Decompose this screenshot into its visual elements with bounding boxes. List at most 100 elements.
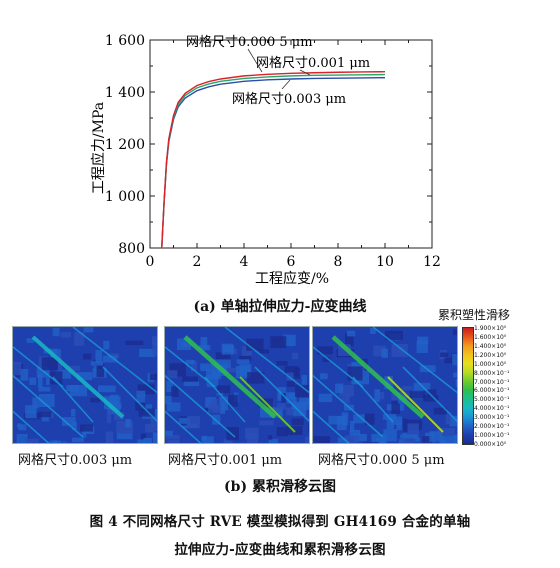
colorbar-title: 累积塑性滑移 xyxy=(438,308,511,322)
grain-patch xyxy=(337,437,348,443)
slip-band xyxy=(31,335,125,419)
grain-patch xyxy=(417,336,429,345)
grain-patch xyxy=(206,374,219,388)
x-tick-label: 6 xyxy=(287,254,296,270)
slip-band xyxy=(402,366,457,423)
grain-patch xyxy=(83,327,94,333)
grain-patch xyxy=(276,361,288,366)
grain-patch xyxy=(283,334,296,347)
grain-patch xyxy=(69,384,88,397)
grain-patch xyxy=(364,413,375,425)
grain-patch xyxy=(369,328,376,335)
slip-band xyxy=(52,376,94,423)
annotation-mesh-001: 网格尺寸0.001 μm xyxy=(256,55,370,71)
slip-band xyxy=(13,374,84,438)
x-tick-label: 0 xyxy=(146,254,155,270)
grain-patch xyxy=(16,434,28,443)
grain-patch xyxy=(299,396,309,406)
grain-patch xyxy=(383,429,397,442)
colorbar-tick-label: 7.000×10⁻¹ xyxy=(474,378,510,386)
grain-patch xyxy=(103,340,110,350)
grain-patch xyxy=(167,439,180,443)
y-axis-label: 工程应力/MPa xyxy=(90,102,107,194)
contour-map-001 xyxy=(165,327,309,443)
grain-patch xyxy=(384,376,394,389)
y-tick-label: 800 xyxy=(118,241,145,257)
grain-patch xyxy=(452,329,457,336)
grain-patch xyxy=(13,362,22,376)
grain-patch xyxy=(65,365,80,371)
grain-patch xyxy=(150,418,157,431)
grain-patch xyxy=(378,391,385,400)
leader-line-001 xyxy=(299,69,311,76)
grain-patch xyxy=(167,370,178,379)
slip-band xyxy=(224,327,309,394)
grain-patch xyxy=(81,430,87,438)
grain-patch xyxy=(374,389,380,402)
slip-band-peak xyxy=(387,376,444,433)
grain-patch xyxy=(137,439,146,443)
grain-patch xyxy=(93,365,99,371)
grain-patch xyxy=(125,340,144,346)
grain-patch xyxy=(439,435,457,443)
slip-band xyxy=(313,346,364,388)
grain-patch xyxy=(219,396,229,411)
grain-patch xyxy=(20,369,29,381)
grain-patch xyxy=(376,438,385,443)
grain-patch xyxy=(205,397,216,408)
grain-patch xyxy=(318,393,333,403)
grain-patch xyxy=(449,415,457,427)
subcaption-b: (b) 累积滑移云图 xyxy=(224,479,336,495)
grain-patch xyxy=(136,390,146,403)
grain-patch xyxy=(286,380,295,387)
grain-patch xyxy=(396,422,402,431)
colorbar-tick-label: 4.000×10⁻¹ xyxy=(474,405,510,413)
grain-patch xyxy=(281,392,286,403)
grain-patch xyxy=(345,394,350,404)
grain-patch xyxy=(171,386,179,397)
colorbar-tick-label: 1.600×10⁰ xyxy=(474,333,507,341)
grain-patch xyxy=(455,379,457,387)
x-tick-label: 4 xyxy=(240,254,249,270)
grain-patch xyxy=(50,349,61,359)
grain-patch xyxy=(453,372,457,378)
grain-patch xyxy=(427,389,437,397)
grain-patch xyxy=(38,411,52,418)
grain-patch xyxy=(151,336,157,345)
contour-panel-0003 xyxy=(12,326,158,444)
grain-patch xyxy=(38,394,55,408)
grain-patch xyxy=(138,408,155,417)
grain-patch xyxy=(116,433,133,440)
grain-patch xyxy=(386,417,394,429)
y-tick-label: 1 600 xyxy=(105,33,145,49)
colorbar-tick-label: 1.400×10⁰ xyxy=(474,342,507,350)
grain-patch xyxy=(176,338,191,351)
grain-patch xyxy=(246,338,264,351)
grain-patch xyxy=(166,402,181,412)
panel-label-00005: 网格尺寸0.000 5 μm xyxy=(318,453,445,468)
grain-patch xyxy=(278,392,297,400)
slip-band xyxy=(183,335,277,419)
grain-patch xyxy=(202,436,214,443)
x-tick-label: 8 xyxy=(334,254,343,270)
grain-patch xyxy=(322,357,331,362)
grain-patch xyxy=(293,402,307,416)
slip-band xyxy=(165,346,216,388)
grain-patch xyxy=(239,364,252,376)
grain-patch xyxy=(90,397,101,403)
annotation-mesh-0005: 网格尺寸0.000 5 μm xyxy=(186,34,313,50)
colorbar-tick-label: 1.000×10⁻¹ xyxy=(474,432,510,440)
grain-patch xyxy=(445,411,451,425)
colorbar-tick-label: 3.000×10⁻¹ xyxy=(474,414,510,422)
grain-patch xyxy=(141,433,147,442)
grain-patch xyxy=(41,357,58,371)
grain-patch xyxy=(49,371,63,385)
slip-band xyxy=(254,366,309,423)
grain-patch xyxy=(36,366,50,378)
grain-patch xyxy=(286,396,297,404)
grain-patch xyxy=(384,330,403,341)
grain-patch xyxy=(145,423,155,433)
contour-map-00005 xyxy=(313,327,457,443)
grain-patch xyxy=(328,415,346,425)
grain-patch xyxy=(165,430,173,436)
